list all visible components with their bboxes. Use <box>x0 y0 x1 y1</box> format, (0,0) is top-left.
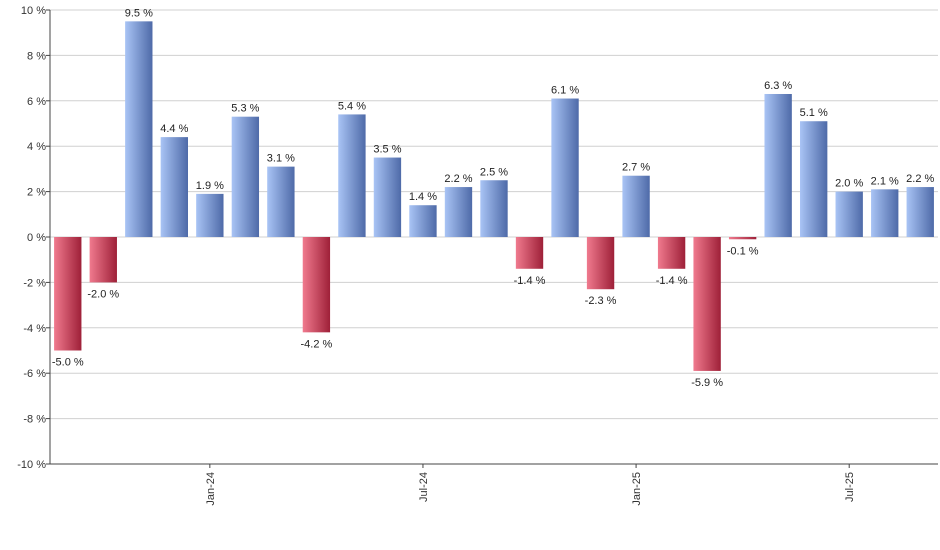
bar-value-label: 5.1 % <box>800 107 828 119</box>
bar-value-label: -4.2 % <box>301 338 333 350</box>
bar <box>338 114 366 237</box>
bar <box>551 98 579 237</box>
bar <box>515 237 544 269</box>
x-tick-label: Jul-25 <box>844 472 856 502</box>
x-tick-label: Jul-24 <box>418 472 430 502</box>
bar-value-label: 4.4 % <box>160 123 188 135</box>
y-tick-label: 2 % <box>27 187 46 199</box>
bar-value-label: 5.4 % <box>338 100 366 112</box>
bar-value-label: 6.1 % <box>551 85 579 97</box>
bar <box>693 237 721 371</box>
y-tick-label: -6 % <box>23 368 46 380</box>
y-tick-label: -8 % <box>23 414 46 426</box>
y-tick-label: 10 % <box>21 5 46 17</box>
bar <box>409 205 437 237</box>
y-tick-label: 8 % <box>27 50 46 62</box>
bar-value-label: 2.7 % <box>622 162 650 174</box>
bar-value-label: 2.2 % <box>444 173 472 185</box>
y-tick-label: 6 % <box>27 96 46 108</box>
bar-value-label: 2.0 % <box>835 178 863 190</box>
x-tick-label: Jan-25 <box>631 472 643 506</box>
bar <box>480 180 508 237</box>
y-tick-label: -4 % <box>23 323 46 335</box>
y-tick-label: 4 % <box>27 141 46 153</box>
bar-value-label: 5.3 % <box>231 103 259 115</box>
bar-value-label: -0.1 % <box>727 245 759 257</box>
bar-value-label: -2.3 % <box>585 295 617 307</box>
x-tick-label: Jan-24 <box>205 472 217 506</box>
bar <box>444 187 473 237</box>
y-tick-label: 0 % <box>27 232 46 244</box>
bar <box>231 116 260 237</box>
bar <box>586 237 615 290</box>
bar <box>871 189 899 237</box>
bar-value-label: -5.0 % <box>52 357 84 369</box>
bar <box>800 121 828 237</box>
bar <box>906 187 934 237</box>
bar-value-label: -5.9 % <box>691 377 723 389</box>
bar <box>728 237 757 240</box>
bar <box>764 93 792 238</box>
bar-value-label: 3.5 % <box>373 144 401 156</box>
bar-value-label: -2.0 % <box>87 288 119 300</box>
bar-value-label: 1.4 % <box>409 191 437 203</box>
bar <box>657 237 686 269</box>
bar-value-label: 1.9 % <box>196 180 224 192</box>
bar-value-label: 3.1 % <box>267 153 295 165</box>
bar-value-label: 9.5 % <box>125 7 153 19</box>
bar-value-label: 2.2 % <box>906 173 934 185</box>
bar <box>196 193 224 237</box>
bar-value-label: -1.4 % <box>656 275 688 287</box>
axes: -10 % -8 % -6 % -4 % -2 % 0 % 2 % 4 % 6 % 8 % 10 %… <box>17 5 938 506</box>
bar-value-label: 2.1 % <box>871 175 899 187</box>
y-tick-label: -2 % <box>23 277 46 289</box>
bar <box>373 157 402 237</box>
bar <box>160 137 188 237</box>
bar <box>622 175 650 237</box>
bars <box>54 21 934 371</box>
bar <box>835 191 863 237</box>
bar-value-label: 2.5 % <box>480 166 508 178</box>
bar <box>302 237 331 333</box>
bar <box>54 237 82 351</box>
bar <box>125 21 153 237</box>
bar <box>89 237 117 283</box>
data-labels: -5.0 % -2.0 % 9.5 % 4.4 % 1.9 % 5.3 % 3.1 % -4.… <box>52 7 935 389</box>
y-tick-label: -10 % <box>17 459 46 471</box>
bar-value-label: 6.3 % <box>764 80 792 92</box>
bar <box>267 166 295 237</box>
bar-value-label: -1.4 % <box>514 275 546 287</box>
